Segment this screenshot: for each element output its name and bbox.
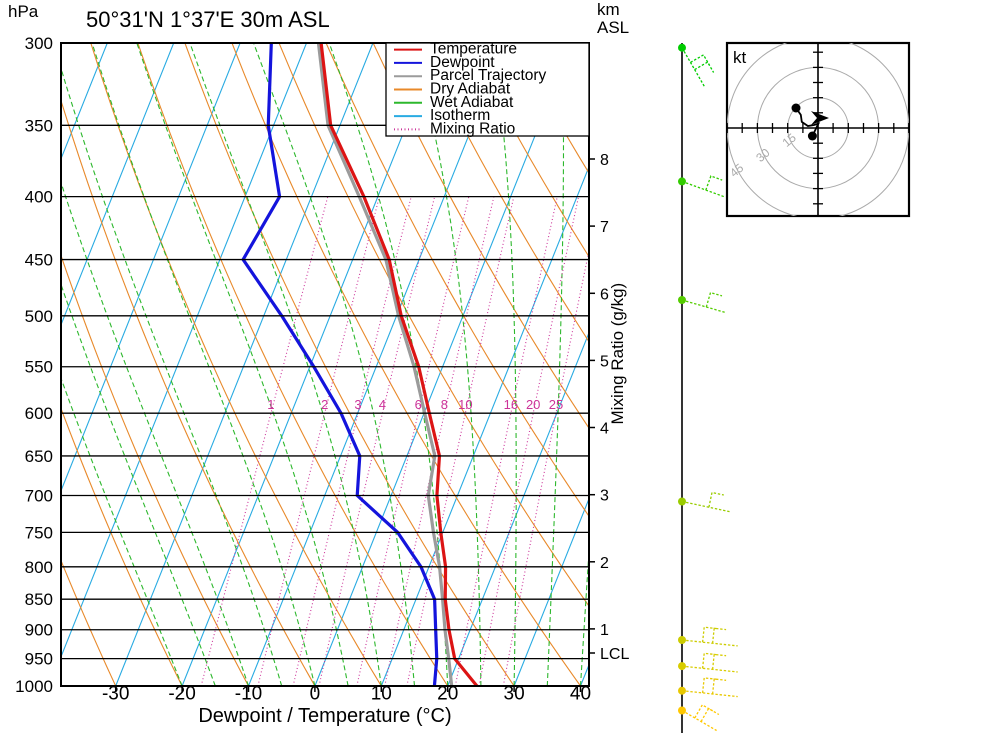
svg-text:-20: -20 bbox=[168, 683, 195, 704]
svg-text:2: 2 bbox=[321, 397, 328, 412]
svg-text:1: 1 bbox=[600, 622, 609, 639]
svg-text:30: 30 bbox=[504, 683, 525, 704]
svg-text:2: 2 bbox=[600, 555, 609, 572]
svg-text:10: 10 bbox=[371, 683, 392, 704]
svg-text:16: 16 bbox=[504, 397, 518, 412]
svg-text:550: 550 bbox=[25, 358, 53, 377]
svg-text:-30: -30 bbox=[102, 683, 129, 704]
svg-text:600: 600 bbox=[25, 404, 53, 423]
svg-text:3: 3 bbox=[354, 397, 361, 412]
svg-text:700: 700 bbox=[25, 487, 53, 506]
svg-text:10: 10 bbox=[458, 397, 472, 412]
svg-text:Dewpoint / Temperature (°C): Dewpoint / Temperature (°C) bbox=[198, 705, 451, 727]
svg-text:25: 25 bbox=[549, 397, 563, 412]
svg-text:7: 7 bbox=[600, 219, 609, 236]
svg-text:50°31'N 1°37'E 30m ASL: 50°31'N 1°37'E 30m ASL bbox=[86, 7, 330, 32]
svg-text:850: 850 bbox=[25, 590, 53, 609]
svg-text:3: 3 bbox=[600, 488, 609, 505]
svg-text:hPa: hPa bbox=[8, 2, 39, 21]
svg-text:4: 4 bbox=[379, 397, 386, 412]
svg-text:8: 8 bbox=[600, 152, 609, 169]
svg-text:650: 650 bbox=[25, 447, 53, 466]
svg-text:1000: 1000 bbox=[15, 677, 53, 696]
svg-text:350: 350 bbox=[25, 116, 53, 135]
svg-text:800: 800 bbox=[25, 558, 53, 577]
svg-text:950: 950 bbox=[25, 650, 53, 669]
svg-text:LCL: LCL bbox=[600, 646, 629, 663]
svg-text:500: 500 bbox=[25, 307, 53, 326]
svg-text:km: km bbox=[597, 0, 620, 19]
svg-text:450: 450 bbox=[25, 251, 53, 270]
svg-text:20: 20 bbox=[437, 683, 458, 704]
svg-text:ASL: ASL bbox=[597, 18, 629, 37]
svg-text:-10: -10 bbox=[235, 683, 262, 704]
svg-text:20: 20 bbox=[526, 397, 540, 412]
svg-text:0: 0 bbox=[310, 683, 321, 704]
svg-text:1: 1 bbox=[267, 397, 274, 412]
svg-text:900: 900 bbox=[25, 621, 53, 640]
svg-text:Mixing Ratio: Mixing Ratio bbox=[430, 120, 515, 137]
svg-text:400: 400 bbox=[25, 188, 53, 207]
svg-text:750: 750 bbox=[25, 523, 53, 542]
svg-text:8: 8 bbox=[441, 397, 448, 412]
svg-text:300: 300 bbox=[25, 34, 53, 53]
svg-text:Mixing Ratio (g/kg): Mixing Ratio (g/kg) bbox=[608, 283, 627, 425]
svg-text:kt: kt bbox=[733, 48, 747, 67]
svg-text:40: 40 bbox=[570, 683, 591, 704]
svg-text:6: 6 bbox=[415, 397, 422, 412]
